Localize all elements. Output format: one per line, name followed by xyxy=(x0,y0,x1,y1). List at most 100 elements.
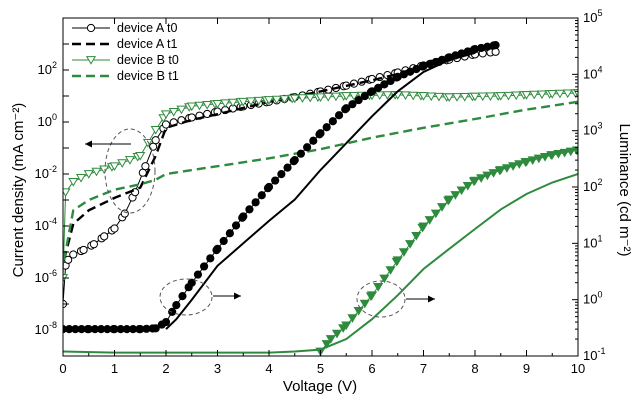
y-left-tick-label: 10-8 xyxy=(35,320,57,337)
series-device-B-t0-luminance-point-16 xyxy=(398,248,410,257)
series-device-A-t0-current-point-5 xyxy=(79,245,88,255)
series-device-A-t0-luminance-point-58 xyxy=(360,91,369,101)
series-device-A-t0-luminance-point-52 xyxy=(328,117,337,126)
series-device-A-t0-luminance-point-53 xyxy=(334,111,344,120)
y-right-tick-label: 101 xyxy=(583,233,602,250)
series-device-B-t1-current-line xyxy=(63,100,578,261)
legend-device-A-t0-label: device A t0 xyxy=(117,21,178,35)
series-device-B-t0-current-point-14 xyxy=(150,125,161,135)
x-tick-label-3: 3 xyxy=(214,361,221,376)
series-device-B-t0-current-point-49 xyxy=(374,91,385,101)
luminance-arrow-b-head xyxy=(428,295,435,303)
series-device-A-t0-luminance-point-41 xyxy=(271,176,280,185)
series-device-A-t0-luminance-point-63 xyxy=(386,76,395,86)
series-device-A-t0-luminance-point-57 xyxy=(354,96,363,105)
series-device-B-t0-current-point-13 xyxy=(142,138,154,148)
series-device-B-t0-current-point-58 xyxy=(433,92,445,102)
x-tick-label-10: 10 xyxy=(571,361,585,376)
series-device-A-t0-luminance-point-27 xyxy=(200,262,209,271)
series-device-B-t0-current-point-17 xyxy=(168,107,179,117)
series-device-A-t0-luminance-point-50 xyxy=(316,129,325,138)
series-device-A-t0-current-line xyxy=(63,51,496,305)
series-device-A-t0-luminance-point-40 xyxy=(264,182,274,192)
series-device-B-t0-current-point-62 xyxy=(459,92,470,102)
series-device-B-t0-luminance-point-5 xyxy=(341,321,352,331)
legend-device-B-t1-label: device B t1 xyxy=(117,69,179,83)
series-device-B-t0-luminance-point-30 xyxy=(469,176,481,186)
series-device-B-t0-current-point-24 xyxy=(212,99,223,109)
y-left-tick-label: 10-6 xyxy=(35,268,57,285)
series-device-B-t0-luminance-point-36 xyxy=(501,164,513,173)
y-axis-left-label: Current density (mA cm⁻²) xyxy=(10,103,27,278)
y-left-tick-label: 102 xyxy=(38,60,57,77)
legend-device-A-t0-marker xyxy=(86,23,96,33)
series-device-A-t0-luminance-point-20 xyxy=(161,317,171,327)
y-left-tick-label: 10-4 xyxy=(35,216,57,233)
series-device-B-t0-luminance-point-31 xyxy=(476,174,487,183)
x-tick-label-4: 4 xyxy=(265,361,272,376)
series-device-B-t1-luminance xyxy=(63,173,578,354)
series-device-B-t0-luminance-line xyxy=(320,149,578,352)
luminance-ellipse-a xyxy=(159,278,213,316)
series-device-B-t0-luminance-point-32 xyxy=(482,171,493,181)
series-device-A-t0-luminance-point-35 xyxy=(239,212,248,221)
legend-device-A-t1-label: device A t1 xyxy=(117,37,178,51)
series-device-B-t0-current-point-44 xyxy=(341,92,352,101)
annotations xyxy=(85,128,435,318)
x-tick-label-1: 1 xyxy=(111,361,118,376)
series-device-A-t0-luminance-point-51 xyxy=(322,123,331,132)
series-device-A-t0-current-point-17 xyxy=(141,162,150,171)
series-device-B-t0-luminance-point-45 xyxy=(547,151,558,160)
plot-clip-group xyxy=(63,41,578,356)
current-ellipse xyxy=(104,128,156,214)
series-device-B-t0-luminance-point-3 xyxy=(331,329,343,339)
series-device-B-t0-luminance-point-7 xyxy=(353,307,364,316)
series-device-B-t0-luminance-point-46 xyxy=(553,149,564,159)
series-device-A-t0-current-point-9 xyxy=(100,232,109,241)
series-device-B-t0-current-point-50 xyxy=(382,91,393,100)
series-device-B-t0-luminance-point-42 xyxy=(533,154,544,164)
series-device-A-t0-current-point-27 xyxy=(203,109,212,119)
x-tick-label-9: 9 xyxy=(523,361,530,376)
series-device-B-t0-luminance-point-11 xyxy=(373,282,384,292)
luminance-ellipse-b xyxy=(356,280,406,318)
series-device-B-t0-current-point-70 xyxy=(511,91,522,101)
y-right-tick-label: 102 xyxy=(583,177,602,194)
series-device-B-t0-current-point-76 xyxy=(547,90,558,99)
series-device-A-t0-luminance-point-28 xyxy=(206,254,215,263)
series-device-A-t0-luminance-point-38 xyxy=(257,191,266,200)
series-device-B-t0-current-point-25 xyxy=(220,99,231,108)
series-device-A-t0-luminance-point-18 xyxy=(151,324,160,333)
series-device-B-t0-current xyxy=(63,89,578,283)
series-device-B-t0-current-point-41 xyxy=(323,92,334,102)
y-left-tick-label: 10-2 xyxy=(35,164,57,181)
series-device-A-t0-luminance-point-37 xyxy=(251,198,260,207)
series-device-B-t0-current-point-20 xyxy=(186,102,197,112)
series-device-B-t0-current-point-56 xyxy=(418,92,429,101)
series-device-A-t0-current-point-19 xyxy=(151,136,160,145)
series-device-A-t0-luminance-point-23 xyxy=(178,292,187,301)
series-device-B-t0-current-point-36 xyxy=(289,94,300,104)
series-device-B-t0-current-point-21 xyxy=(194,101,205,111)
series-device-B-t0-current-point-32 xyxy=(263,96,275,105)
series-device-B-t0-current-point-2 xyxy=(68,177,79,187)
series-device-B-t0-current-point-53 xyxy=(400,91,411,101)
series-device-B-t0-current-point-12 xyxy=(135,151,146,161)
series-device-B-t0-current-point-10 xyxy=(124,156,136,165)
series-device-B-t0-luminance-point-13 xyxy=(385,266,396,275)
axes: 0 1 2 3 4 5 6 7 8 9 10 10-8 10-6 10-4 10-2 100 102 10-1 10… xyxy=(35,8,606,376)
series-device-B-t0-current-point-64 xyxy=(469,92,481,102)
legend-device-B-t0-label: device B t0 xyxy=(117,53,179,67)
series-device-A-t0-luminance-point-45 xyxy=(290,156,299,165)
series-device-B-t0-luminance-point-37 xyxy=(508,162,519,171)
series-device-B-t0-current-point-69 xyxy=(503,91,514,101)
series-device-B-t0-luminance-point-2 xyxy=(325,335,336,344)
series-device-A-t0-luminance-point-43 xyxy=(283,163,292,172)
series-device-B-t0-current-point-22 xyxy=(202,100,213,110)
series-device-B-t0-current-point-3 xyxy=(75,174,87,183)
series-device-B-t0-current-point-26 xyxy=(227,98,239,108)
series-device-B-t0-luminance-point-10 xyxy=(366,291,378,300)
series-device-B-t0-current-point-30 xyxy=(253,96,264,106)
series-device-B-t0-current-point-61 xyxy=(451,93,463,102)
